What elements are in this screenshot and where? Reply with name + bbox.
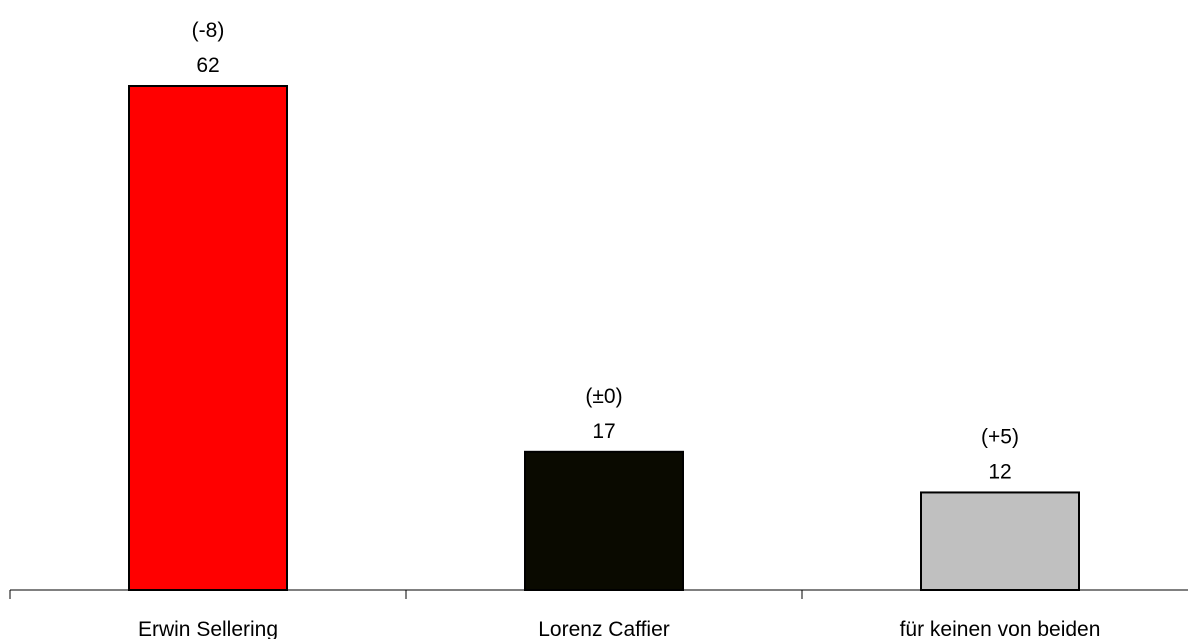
labels-group: 62 (-8) Erwin Sellering 17 (±0) Lorenz Caffie… xyxy=(138,19,1100,639)
bar-change-label: (-8) xyxy=(192,19,225,42)
category-tick-label: Lorenz Caffier xyxy=(538,618,670,639)
bars-group xyxy=(128,85,1080,591)
bar-value-label: 17 xyxy=(592,420,615,443)
category-tick-label: für keinen von beiden xyxy=(900,618,1101,639)
bar-value-label: 12 xyxy=(988,460,1011,483)
bar-change-label: (+5) xyxy=(981,425,1019,448)
bar-0 xyxy=(128,85,288,591)
x-axis-ticks xyxy=(9,590,803,599)
bar-value-label: 62 xyxy=(196,54,219,77)
bar-2 xyxy=(920,491,1080,591)
bar-1 xyxy=(524,450,684,591)
category-tick-label: Erwin Sellering xyxy=(138,618,278,639)
bar-change-label: (±0) xyxy=(585,385,622,408)
